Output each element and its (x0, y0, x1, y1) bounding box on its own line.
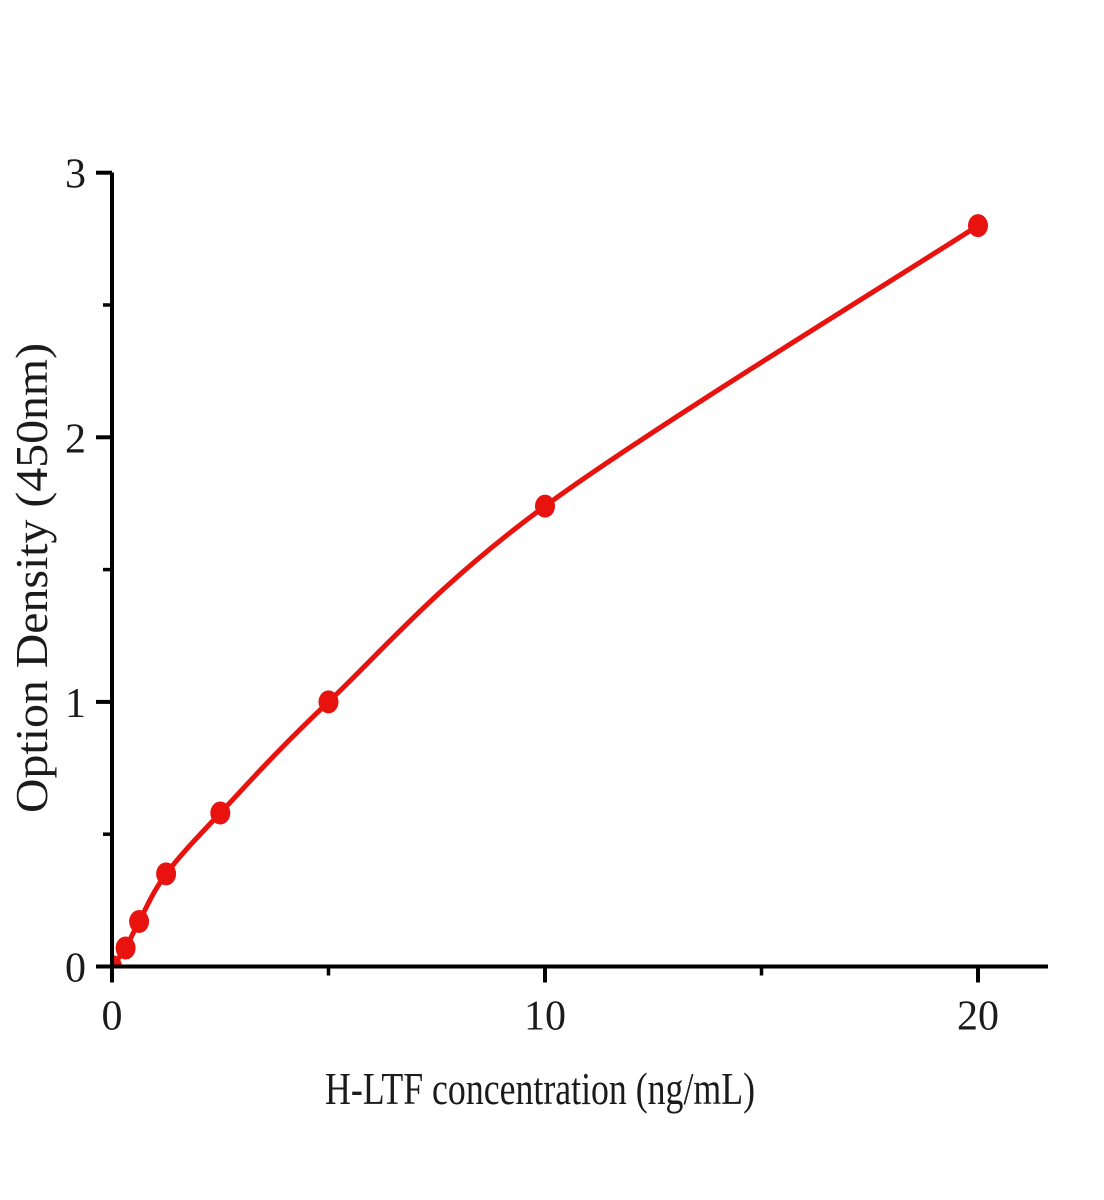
y-tick-label: 0 (65, 946, 86, 992)
data-point (114, 955, 122, 965)
data-point (318, 690, 339, 714)
data-point (968, 214, 988, 238)
y-tick-label: 2 (65, 416, 86, 462)
y-tick-label: 1 (65, 681, 86, 727)
axis-spines (110, 172, 1048, 969)
y-axis-title: Option Density (450nm) (6, 343, 57, 813)
data-point (535, 494, 555, 518)
data-point (210, 801, 231, 825)
x-tick-label: 20 (957, 994, 999, 1040)
y-tick-label: 3 (65, 152, 86, 198)
data-point (156, 862, 177, 886)
x-tick-label: 0 (102, 994, 123, 1040)
x-tick-label: 10 (524, 994, 566, 1040)
axes-layer: 0 10 20 0 1 2 3 (65, 152, 1048, 1040)
data-point (115, 936, 136, 960)
curve-group (114, 214, 988, 965)
x-axis-title: H-LTF concentration (ng/mL) (325, 1063, 755, 1114)
data-layer (114, 214, 988, 965)
standard-curve-line (114, 223, 981, 965)
data-point (129, 910, 150, 933)
